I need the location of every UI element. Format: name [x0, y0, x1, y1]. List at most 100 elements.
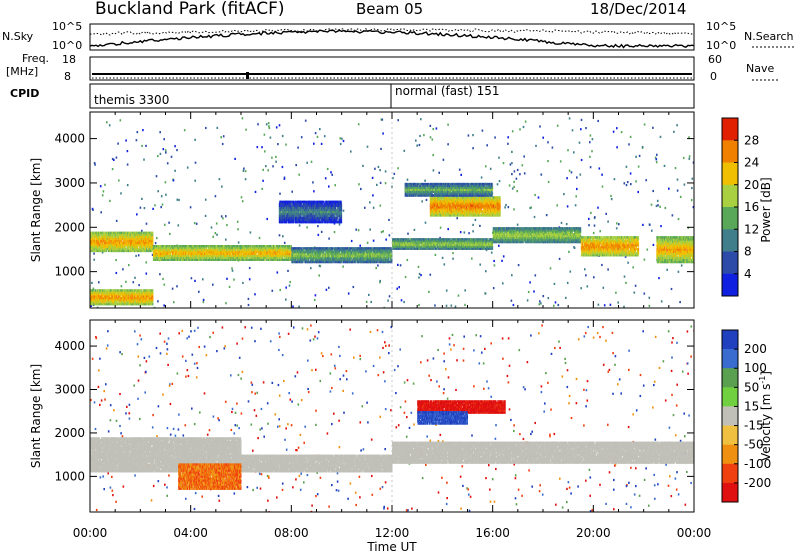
- data-cell: [143, 249, 145, 253]
- data-cell: [95, 247, 96, 251]
- data-cell: [134, 239, 135, 243]
- data-cell: [145, 237, 147, 241]
- data-cell: [257, 123, 259, 126]
- data-cell: [244, 178, 247, 181]
- data-cell: [95, 239, 96, 243]
- data-cell: [474, 218, 477, 221]
- data-cell: [668, 187, 670, 190]
- data-cell: [648, 304, 651, 307]
- data-cell: [132, 235, 134, 239]
- data-cell: [413, 228, 416, 231]
- data-cell: [110, 239, 112, 243]
- data-cell: [90, 235, 92, 239]
- data-cell: [174, 169, 176, 172]
- data-cell: [463, 231, 466, 234]
- data-cell: [547, 160, 549, 163]
- data-cell: [513, 185, 515, 188]
- data-cell: [122, 245, 124, 249]
- data-cell: [590, 211, 592, 214]
- data-cell: [90, 239, 92, 243]
- data-cell: [164, 245, 166, 248]
- data-cell: [533, 290, 535, 293]
- data-cell: [585, 127, 587, 130]
- data-cell: [254, 190, 257, 193]
- data-cell: [106, 243, 108, 247]
- data-cell: [202, 298, 205, 301]
- data-cell: [128, 247, 130, 251]
- data-cell: [118, 241, 120, 245]
- data-cell: [268, 126, 271, 130]
- data-cell: [147, 231, 148, 235]
- data-cell: [326, 167, 329, 171]
- data-cell: [149, 243, 151, 247]
- data-cell: [304, 119, 307, 122]
- data-cell: [234, 157, 236, 160]
- data-cell: [142, 249, 143, 253]
- data-cell: [511, 173, 513, 176]
- data-cell: [149, 247, 151, 251]
- data-cell: [306, 161, 308, 164]
- data-cell: [355, 228, 357, 231]
- data-cell: [206, 245, 208, 248]
- data-cell: [592, 231, 595, 235]
- data-cell: [121, 237, 122, 241]
- data-cell: [127, 235, 129, 239]
- data-cell: [103, 247, 105, 251]
- data-cell: [101, 237, 103, 241]
- data-cell: [159, 273, 161, 276]
- data-cell: [511, 130, 514, 133]
- data-cell: [507, 142, 509, 145]
- data-cell: [580, 128, 582, 131]
- data-cell: [144, 249, 146, 253]
- data-cell: [142, 237, 144, 241]
- data-cell: [620, 131, 623, 134]
- data-cell: [593, 276, 595, 279]
- data-cell: [489, 167, 492, 170]
- data-cell: [509, 163, 512, 166]
- data-cell: [142, 235, 144, 239]
- data-cell: [496, 183, 499, 186]
- data-cell: [573, 151, 575, 154]
- data-cell: [633, 291, 636, 294]
- data-cell: [100, 241, 102, 245]
- data-cell: [112, 243, 114, 247]
- data-cell: [124, 241, 126, 245]
- data-cell: [372, 206, 375, 209]
- data-cell: [423, 134, 425, 137]
- data-cell: [105, 249, 107, 253]
- data-cell: [369, 228, 371, 231]
- data-cell: [607, 220, 609, 223]
- data-cell: [425, 198, 428, 201]
- data-cell: [267, 122, 270, 125]
- data-cell: [333, 231, 336, 234]
- data-cell: [108, 247, 109, 251]
- data-cell: [589, 134, 592, 137]
- data-cell: [138, 237, 140, 241]
- data-cell: [537, 196, 540, 199]
- data-cell: [90, 231, 92, 235]
- data-cell: [143, 158, 145, 161]
- data-cell: [679, 195, 682, 198]
- data-cell: [313, 190, 315, 193]
- data-cell: [116, 243, 118, 247]
- data-cell: [376, 183, 378, 186]
- data-cell: [108, 243, 109, 247]
- data-cell: [511, 187, 514, 190]
- data-cell: [116, 233, 118, 237]
- data-cell: [498, 180, 501, 183]
- data-cell: [116, 235, 118, 239]
- data-cell: [212, 283, 214, 286]
- data-cell: [136, 237, 138, 241]
- data-cell: [120, 192, 122, 195]
- data-cell: [406, 258, 409, 262]
- data-cell: [517, 264, 520, 267]
- data-cell: [573, 246, 576, 249]
- data-cell: [369, 201, 371, 204]
- data-cell: [104, 239, 106, 243]
- data-cell: [146, 241, 148, 245]
- data-cell: [92, 208, 94, 211]
- data-cell: [138, 243, 140, 247]
- data-cell: [236, 220, 239, 223]
- data-cell: [407, 232, 409, 235]
- data-cell: [464, 303, 466, 306]
